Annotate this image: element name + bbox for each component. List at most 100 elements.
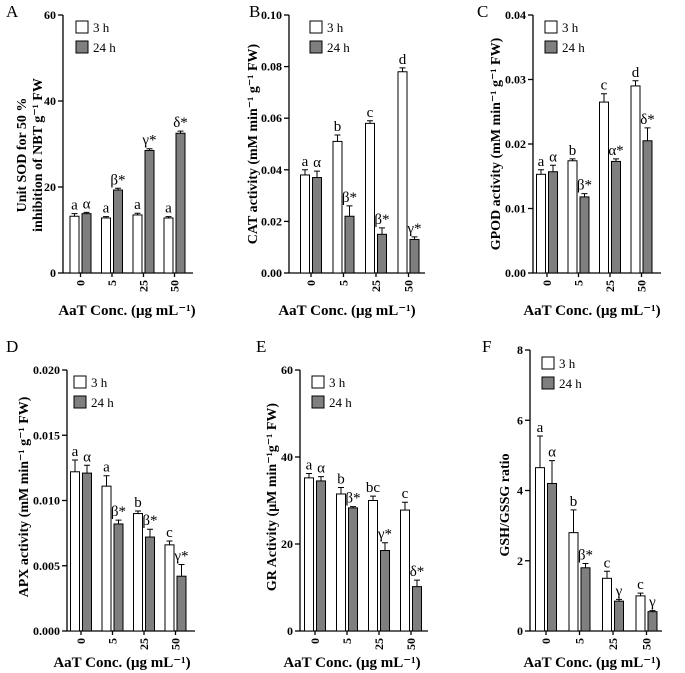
- error-bar-A-3h-2: [134, 212, 141, 215]
- significance-label-E-24h-2: γ*: [377, 527, 392, 543]
- error-bar-E-24h-1: [350, 506, 356, 508]
- y-tick-label-A-3: 60: [44, 8, 56, 22]
- significance-label-B-3h-3: d: [399, 52, 407, 68]
- error-bar-A-3h-1: [103, 216, 109, 218]
- bar-A-3h-0: [69, 215, 80, 274]
- bar-D-24h-0: [82, 472, 92, 632]
- panel-D: D 0.000 0.005 0.010 0.015 0.020 0 5 25 50 a a b c 3 h α…: [6, 337, 195, 671]
- bar-E-24h-3: [412, 586, 422, 632]
- panel-E: E 0 20 40 60 0 5 25 50 a b bc c 3 h α β* γ* δ* 24 h GR Acti…: [256, 337, 428, 671]
- bar-A-24h-0: [81, 213, 92, 274]
- y-axis-title-A-line-2: inhibition of NBT g⁻¹ FW: [31, 78, 46, 232]
- error-bar-F-24h-0: [549, 460, 555, 484]
- error-bar-D-3h-1: [103, 475, 110, 487]
- significance-label-C-3h-2: c: [601, 78, 608, 94]
- legend-swatch-F-24h: [541, 376, 555, 390]
- y-tick-label-C-0: 0.00: [505, 266, 526, 280]
- panel-letter-E: E: [256, 337, 266, 356]
- legend-swatch-A-24h: [75, 40, 89, 54]
- x-tick-label-D-0: 0: [74, 638, 88, 644]
- significance-label-A-3h-3: a: [165, 201, 172, 217]
- error-bar-C-24h-2: [613, 158, 619, 162]
- x-tick-label-C-1: 5: [572, 280, 586, 286]
- legend-label-E-24h: 24 h: [329, 395, 352, 410]
- y-tick-label-C-2: 0.02: [505, 137, 526, 151]
- error-bar-A-24h-1: [115, 187, 121, 191]
- panel-B: B 0.00 0.02 0.04 0.06 0.08 0.10 0 5 25 50 a b c d 3 h α β…: [246, 2, 425, 319]
- legend-label-B-24h: 24 h: [327, 40, 350, 55]
- bar-D-3h-3: [164, 544, 175, 632]
- error-bar-B-24h-1: [346, 205, 353, 217]
- error-bar-C-3h-2: [601, 93, 607, 103]
- significance-label-E-24h-1: β*: [345, 491, 360, 507]
- y-tick-label-B-4: 0.08: [261, 60, 282, 74]
- bar-B-24h-0: [312, 177, 322, 274]
- significance-label-D-3h-3: c: [166, 525, 173, 541]
- y-tick-label-B-2: 0.04: [261, 163, 282, 177]
- bar-C-3h-0: [536, 173, 546, 274]
- bar-E-3h-0: [304, 477, 314, 632]
- x-tick-label-B-2: 25: [369, 280, 383, 292]
- significance-label-C-3h-1: b: [569, 143, 577, 159]
- bar-B-24h-3: [409, 238, 420, 274]
- bar-A-3h-1: [101, 217, 111, 274]
- error-bar-D-3h-2: [135, 510, 141, 514]
- y-tick-label-C-3: 0.03: [505, 73, 526, 87]
- bar-D-24h-1: [113, 523, 124, 632]
- significance-label-F-24h-2: γ: [615, 583, 623, 599]
- y-tick-label-B-5: 0.10: [261, 8, 282, 22]
- error-bar-F-3h-1: [570, 509, 577, 533]
- x-tick-label-D-3: 50: [169, 638, 183, 650]
- error-bar-E-24h-0: [318, 476, 324, 481]
- error-bar-C-3h-1: [569, 158, 576, 161]
- error-bar-C-24h-3: [644, 127, 651, 141]
- significance-label-D-24h-1: β*: [111, 504, 126, 520]
- x-tick-label-A-3: 50: [168, 280, 182, 292]
- error-bar-B-3h-2: [367, 120, 373, 124]
- x-tick-label-F-3: 50: [640, 638, 654, 650]
- legend-label-F-3h: 3 h: [559, 356, 576, 371]
- y-tick-label-B-1: 0.02: [261, 214, 282, 228]
- significance-label-B-24h-0: α: [313, 155, 321, 171]
- significance-label-B-3h-1: b: [334, 119, 342, 135]
- y-axis-title-E: GR Activity (μM min⁻¹g⁻¹ FW): [265, 403, 280, 592]
- legend-label-A-24h: 24 h: [93, 40, 116, 55]
- significance-label-D-3h-2: b: [134, 495, 142, 511]
- y-tick-label-F-3: 6: [517, 413, 523, 427]
- error-bar-F-24h-2: [616, 598, 622, 602]
- y-axis-title-F: GSH/GSSG ratio: [498, 453, 513, 556]
- panel-F: F 0 2 4 6 8 0 5 25 50 a b c c 3 h α β* γ γ 24 h GSH/GSSG rat…: [482, 337, 662, 671]
- x-tick-label-C-3: 50: [635, 280, 649, 292]
- error-bar-A-24h-3: [177, 130, 184, 134]
- error-bar-C-24h-0: [550, 164, 556, 172]
- bar-E-3h-2: [368, 500, 378, 632]
- error-bar-E-24h-2: [382, 542, 388, 551]
- legend-label-F-24h: 24 h: [559, 376, 582, 391]
- x-tick-label-B-3: 50: [402, 280, 416, 292]
- significance-label-B-24h-1: β*: [342, 190, 357, 206]
- bar-C-24h-0: [548, 171, 558, 274]
- x-tick-label-B-0: 0: [304, 280, 318, 286]
- significance-label-C-3h-3: d: [632, 65, 640, 81]
- bar-A-3h-3: [163, 217, 174, 274]
- y-tick-label-D-2: 0.010: [33, 494, 60, 508]
- legend-label-E-3h: 3 h: [329, 375, 346, 390]
- y-tick-label-E-0: 0: [287, 624, 293, 638]
- bar-E-3h-1: [336, 493, 346, 632]
- significance-label-C-24h-1: β*: [577, 178, 592, 194]
- x-tick-label-A-1: 5: [105, 280, 119, 286]
- legend-swatch-D-24h: [73, 395, 87, 409]
- significance-label-F-3h-1: b: [570, 494, 578, 510]
- y-tick-label-A-1: 20: [44, 180, 56, 194]
- bar-C-3h-1: [567, 160, 578, 274]
- error-bar-F-3h-3: [637, 592, 644, 596]
- y-tick-label-C-4: 0.04: [505, 8, 526, 22]
- significance-label-A-24h-0: α: [83, 196, 91, 212]
- bar-F-3h-1: [568, 532, 579, 632]
- bar-F-3h-2: [602, 577, 612, 632]
- significance-label-A-24h-1: β*: [110, 172, 125, 188]
- significance-label-A-3h-0: a: [71, 198, 78, 214]
- bar-D-3h-1: [101, 485, 112, 632]
- legend-swatch-F-3h: [541, 356, 555, 370]
